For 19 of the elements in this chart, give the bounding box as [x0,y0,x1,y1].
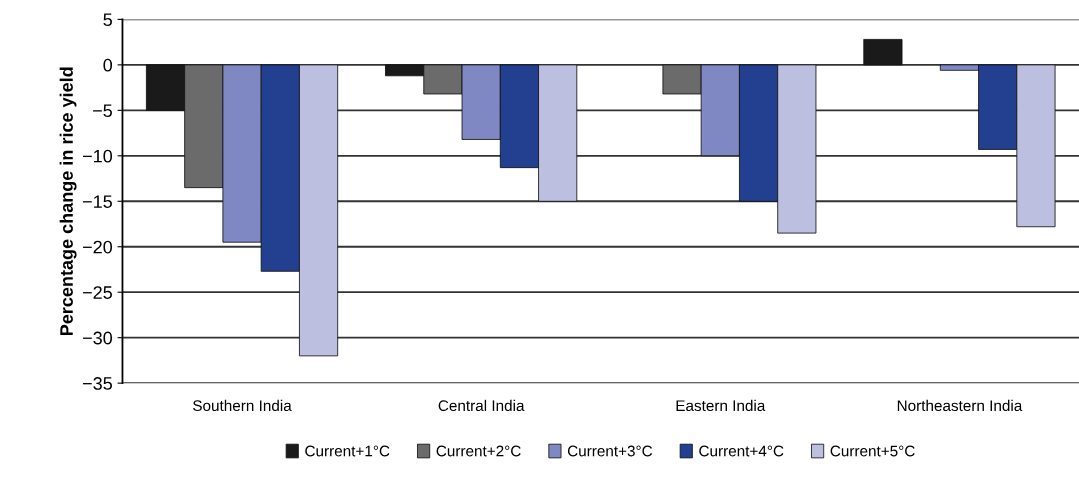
x-tick-label: Northeastern India [897,399,1023,412]
y-tick-label: 0 [103,58,113,72]
legend-label: Current+1°C [305,445,390,457]
y-tick-label: −20 [83,240,113,254]
y-tick-label: −35 [83,377,112,390]
legend-label: Current+5°C [830,445,915,457]
y-tick-label: −30 [83,331,113,345]
y-tick-label: 5 [103,13,112,27]
y-axis-title: Percentage change in rice yield [59,67,77,336]
y-tick-label: −5 [93,104,112,118]
x-tick-label: Central India [438,399,525,412]
y-tick-label: −25 [83,286,112,299]
legend-label: Current+4°C [699,445,784,457]
legend-label: Current+2°C [436,445,521,457]
y-tick-label: −15 [83,195,112,208]
y-tick-label: −10 [83,149,113,163]
legend-label: Current+3°C [567,445,653,457]
x-tick-label: Eastern India [676,399,766,412]
x-tick-label: Southern India [193,399,292,412]
